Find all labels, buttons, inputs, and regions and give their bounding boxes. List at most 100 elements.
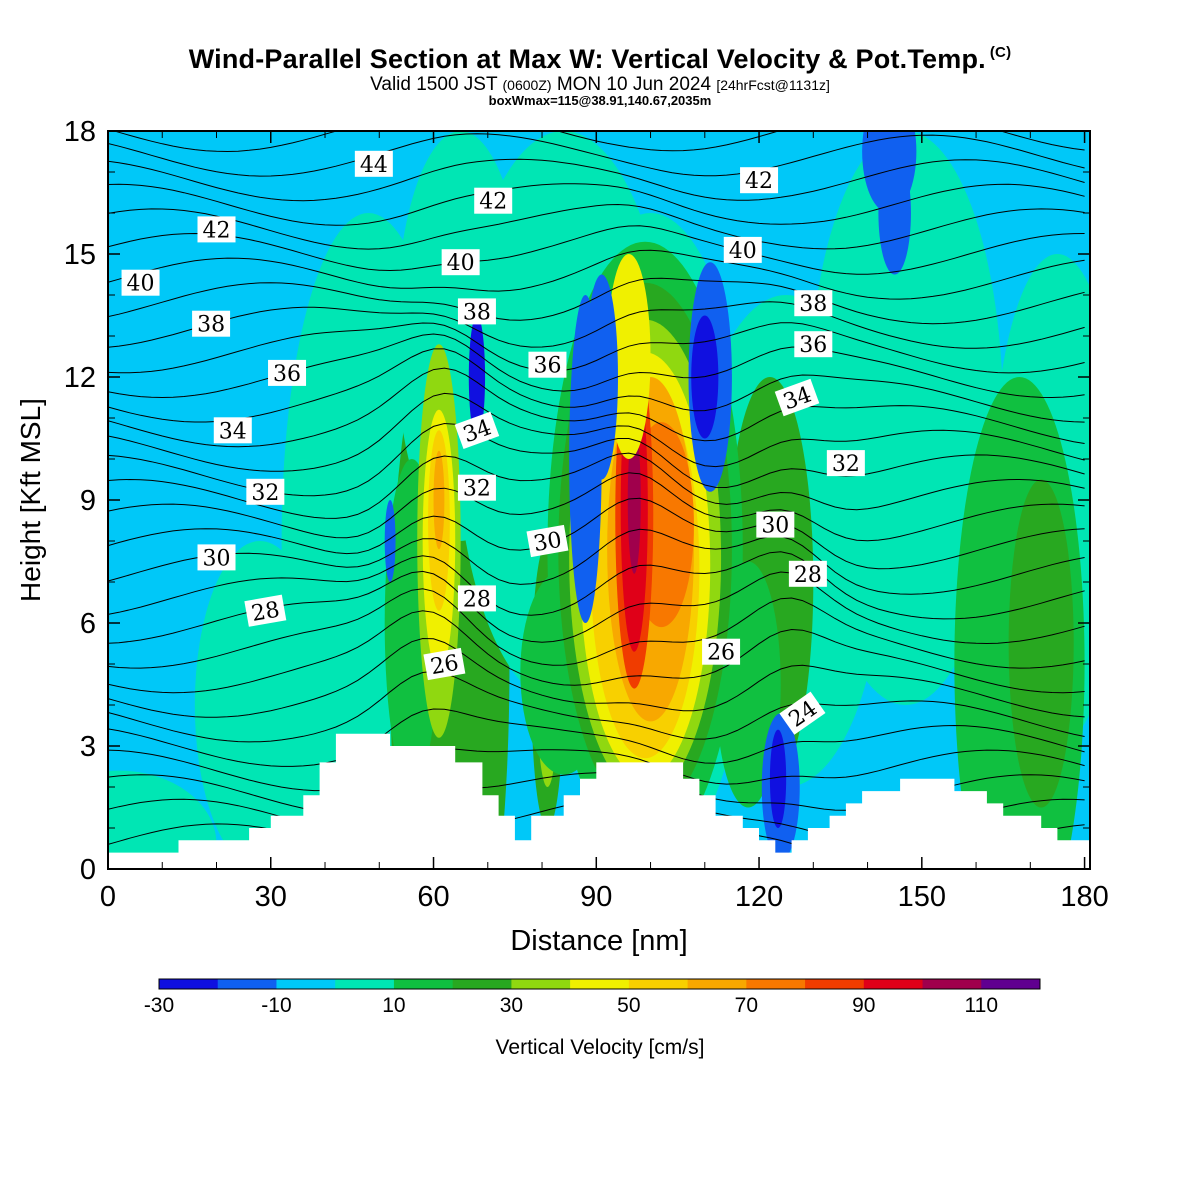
theta-label-box-9 xyxy=(794,290,833,317)
y-tick-label-6: 18 xyxy=(64,116,96,148)
vertical-velocity-field xyxy=(108,131,1090,869)
colorbar-swatch-12 xyxy=(863,979,924,989)
y-tick-label-0: 0 xyxy=(80,854,96,886)
theta-contour-line-21 xyxy=(108,301,1085,349)
theta-label-4: 40 xyxy=(121,269,160,297)
theta-contour-line-18 xyxy=(108,348,1085,423)
theta-label-text-17: 32 xyxy=(463,477,491,502)
theta-contour-line-14 xyxy=(108,452,1085,519)
theta-label-text-22: 28 xyxy=(250,597,282,626)
theta-label-22: 28 xyxy=(244,594,287,627)
subtitle-main: Valid 1500 JST xyxy=(370,74,498,95)
theta-contour-line-12 xyxy=(108,497,1085,570)
theta-label-text-3: 42 xyxy=(745,169,773,194)
theta-contour-line-10 xyxy=(108,551,1085,620)
theta-label-box-15 xyxy=(774,378,820,417)
theta-label-text-4: 40 xyxy=(127,272,155,297)
theta-label-box-18 xyxy=(826,450,865,477)
theta-contour-line-13 xyxy=(108,472,1085,542)
theta-contour-line-7 xyxy=(108,610,1085,694)
subtitle-zulu: (0600Z) xyxy=(502,77,552,93)
theta-label-text-11: 36 xyxy=(533,354,561,379)
colorbar-tick-label-3: 30 xyxy=(500,994,523,1017)
chart-subtitle: Valid 1500 JST (0600Z) MON 10 Jun 2024 [… xyxy=(0,74,1200,96)
theta-label-box-22 xyxy=(244,594,287,627)
x-tick-label-4: 120 xyxy=(735,881,783,913)
y-tick-label-3: 9 xyxy=(80,485,96,517)
theta-label-text-10: 36 xyxy=(273,362,301,387)
theta-label-25: 26 xyxy=(423,647,466,680)
theta-label-box-16 xyxy=(246,478,285,505)
theta-label-17: 32 xyxy=(457,474,496,502)
theta-contour-line-3 xyxy=(108,747,1085,792)
x-tick-label-5: 150 xyxy=(898,881,946,913)
theta-contour-line-8 xyxy=(108,588,1085,669)
colorbar-swatch-14 xyxy=(981,979,1041,989)
theta-label-text-25: 26 xyxy=(429,651,461,680)
theta-label-0: 44 xyxy=(354,150,393,178)
theta-label-7: 38 xyxy=(192,310,231,338)
w-feature-32 xyxy=(627,426,641,574)
w-feature-18 xyxy=(433,450,445,550)
theta-label-5: 40 xyxy=(441,249,480,276)
theta-label-text-26: 26 xyxy=(707,641,735,666)
theta-label-box-7 xyxy=(192,310,231,337)
colorbar-frame xyxy=(158,978,1041,990)
theta-label-text-12: 36 xyxy=(799,333,827,358)
x-tick-label-2: 60 xyxy=(417,881,449,913)
theta-contour-line-23 xyxy=(108,249,1085,300)
theta-label-box-1 xyxy=(197,216,236,243)
terrain-profile xyxy=(108,733,1090,869)
theta-label-box-23 xyxy=(457,585,496,612)
chart-title: Wind-Parallel Section at Max W: Vertical… xyxy=(0,44,1200,75)
theta-contour-line-6 xyxy=(108,637,1085,718)
colorbar-swatch-10 xyxy=(746,979,806,989)
theta-contour-line-26 xyxy=(108,183,1085,226)
theta-label-box-26 xyxy=(702,638,741,665)
x-tick-label-6: 180 xyxy=(1060,881,1108,913)
theta-label-text-9: 38 xyxy=(799,292,827,317)
colorbar-tick-label-4: 50 xyxy=(617,994,640,1017)
theta-label-box-3 xyxy=(740,167,779,194)
theta-label-13: 34 xyxy=(213,417,252,444)
theta-label-16: 32 xyxy=(246,478,285,506)
theta-label-box-27 xyxy=(779,691,826,735)
theta-label-20: 30 xyxy=(526,524,569,558)
theta-contour-line-4 xyxy=(108,708,1085,767)
copyright-mark: (C) xyxy=(989,44,1012,61)
theta-label-2: 42 xyxy=(474,187,513,215)
colorbar-swatch-11 xyxy=(805,979,865,989)
x-axis-label: Distance [nm] xyxy=(510,925,687,957)
w-feature-33 xyxy=(607,254,651,459)
theta-label-box-20 xyxy=(526,524,569,558)
theta-label-box-17 xyxy=(457,474,496,501)
theta-label-box-19 xyxy=(197,544,236,571)
colorbar-swatch-5 xyxy=(452,979,512,989)
theta-label-text-1: 42 xyxy=(203,218,231,243)
theta-label-text-18: 32 xyxy=(832,452,860,477)
theta-label-23: 28 xyxy=(457,585,496,612)
theta-contour-line-25 xyxy=(108,203,1085,250)
chart-title-text: Wind-Parallel Section at Max W: Vertical… xyxy=(188,44,986,74)
y-tick-label-4: 12 xyxy=(64,362,96,394)
x-tick-label-3: 90 xyxy=(580,881,612,913)
colorbar-tick-label-2: 10 xyxy=(382,994,405,1017)
colorbar-tick-label-1: -10 xyxy=(261,994,291,1017)
theta-label-text-13: 34 xyxy=(219,419,247,444)
theta-label-box-11 xyxy=(528,351,567,378)
theta-contour-line-27 xyxy=(108,158,1085,202)
theta-label-24: 28 xyxy=(788,560,827,588)
theta-label-1: 42 xyxy=(197,216,236,243)
colorbar-tick-label-5: 70 xyxy=(735,994,758,1017)
theta-label-text-20: 30 xyxy=(532,528,564,557)
colorbar-tick-label-0: -30 xyxy=(144,994,174,1017)
theta-label-8: 38 xyxy=(457,298,496,325)
theta-label-box-6 xyxy=(723,236,762,263)
theta-label-10: 36 xyxy=(268,359,307,387)
colorbar-swatch-13 xyxy=(922,979,982,989)
y-tick-label-1: 3 xyxy=(80,731,96,763)
colorbar-swatch-1 xyxy=(217,979,277,989)
colorbar-swatch-0 xyxy=(159,979,219,989)
colorbar-swatch-2 xyxy=(276,979,336,989)
